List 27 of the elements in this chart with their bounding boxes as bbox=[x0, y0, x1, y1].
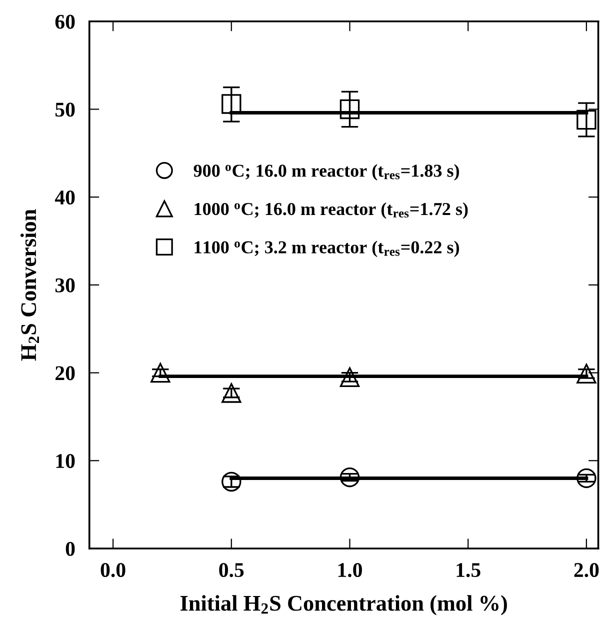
x-tick-label: 2.0 bbox=[574, 562, 599, 578]
x-tick-label: 1.5 bbox=[456, 563, 480, 578]
x-axis-title: Initial H$_{2}$S Concentration (mol %) bbox=[180, 595, 507, 616]
point bbox=[340, 99, 360, 120]
legend-label: 1100 $^{o}$C; 3.2 m reactor (t$_{res}$=0.22 s) bbox=[194, 240, 459, 258]
point bbox=[340, 467, 360, 488]
point bbox=[222, 94, 242, 114]
y-tick-label: 50 bbox=[55, 102, 75, 117]
point bbox=[222, 472, 242, 492]
y-axis-title: H$_{2}$S Conversion bbox=[20, 209, 39, 361]
y-tick-label: 20 bbox=[56, 366, 75, 380]
y-tick-label: 0 bbox=[66, 542, 75, 556]
x-tick-label: 0.0 bbox=[100, 562, 126, 578]
x-tick-label: 0.5 bbox=[219, 562, 244, 578]
legend-label: 1000 $^{o}$C; 16.0 m reactor (t$_{res}$=1.72 s) bbox=[194, 202, 468, 219]
y-tick-label: 60 bbox=[55, 14, 75, 29]
point bbox=[576, 468, 596, 488]
point bbox=[576, 110, 596, 130]
x-tick-label: 1.0 bbox=[338, 562, 362, 578]
point bbox=[576, 364, 596, 384]
y-tick-label: 40 bbox=[54, 190, 75, 205]
legend-label: 900 $^{o}$C; 16.0 m reactor (t$_{res}$=1.83 s) bbox=[194, 164, 459, 181]
point bbox=[340, 367, 360, 388]
point bbox=[150, 362, 170, 383]
y-tick-label: 10 bbox=[56, 454, 75, 468]
point bbox=[222, 383, 242, 403]
y-tick-label: 30 bbox=[55, 278, 75, 292]
